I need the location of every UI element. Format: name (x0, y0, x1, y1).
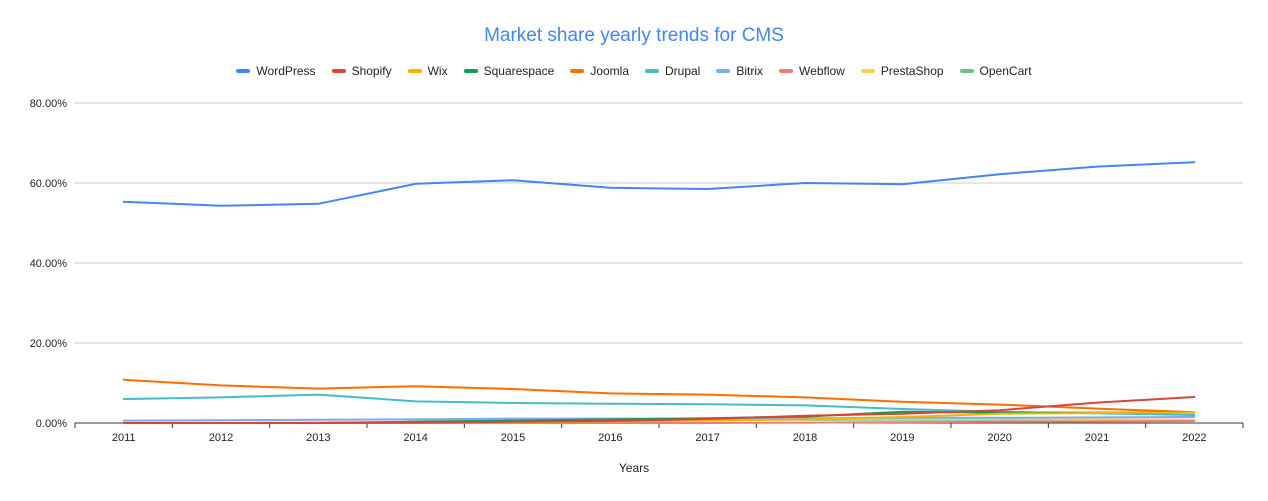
legend-swatch (236, 69, 251, 73)
chart-legend: WordPress Shopify Wix Squarespace Joomla Drup… (0, 64, 1268, 78)
legend-label: OpenCart (979, 64, 1032, 78)
x-tick-label: 2013 (306, 432, 330, 444)
legend-label: PrestaShop (880, 64, 944, 78)
series-line-wordpress (122, 161, 1196, 207)
x-tick-label: 2015 (501, 432, 525, 444)
legend-label: Bitrix (736, 64, 764, 78)
legend-swatch (331, 69, 346, 73)
legend-swatch (407, 69, 422, 73)
legend-item-opencart: OpenCart (959, 64, 1032, 78)
legend-item-webflow: Webflow (779, 64, 845, 78)
x-tick-label: 2014 (403, 432, 427, 444)
legend-swatch (779, 69, 794, 73)
legend-item-prestashop: PrestaShop (860, 64, 944, 78)
legend-label: Joomla (590, 64, 629, 78)
legend-label: Drupal (665, 64, 701, 78)
x-tick-label: 2012 (209, 432, 233, 444)
legend-swatch (716, 69, 731, 73)
legend-item-wix: Wix (407, 64, 448, 78)
legend-item-bitrix: Bitrix (716, 64, 763, 78)
y-tick-label: 20.00% (30, 338, 68, 350)
chart-title: Market share yearly trends for CMS (484, 25, 784, 46)
legend-swatch (570, 69, 585, 73)
legend-item-shopify: Shopify (331, 64, 392, 78)
legend-label: Squarespace (483, 64, 555, 78)
x-tick-label: 2011 (112, 432, 136, 444)
legend-item-wordpress: WordPress (236, 64, 316, 78)
y-tick-label: 60.00% (30, 178, 68, 190)
legend-swatch (645, 69, 659, 73)
x-tick-label: 2017 (695, 432, 719, 444)
legend-label: WordPress (256, 64, 316, 78)
x-tick-label: 2020 (987, 432, 1011, 444)
x-tick-label: 2016 (598, 432, 622, 444)
legend-item-squarespace: Squarespace (463, 64, 555, 78)
legend-label: Wix (427, 64, 448, 78)
legend-item-drupal: Drupal (645, 64, 700, 78)
series-line-shopify (122, 396, 1196, 424)
x-tick-label: 2018 (793, 432, 817, 444)
x-tick-label: 2019 (890, 432, 914, 444)
legend-swatch (463, 69, 478, 73)
x-tick-label: 2022 (1182, 432, 1206, 444)
y-tick-label: 40.00% (30, 258, 68, 270)
legend-label: Webflow (799, 64, 845, 78)
legend-item-joomla: Joomla (570, 64, 629, 78)
legend-swatch (959, 69, 974, 73)
legend-label: Shopify (351, 64, 392, 78)
series-line-joomla (122, 378, 1196, 414)
x-tick-label: 2021 (1085, 432, 1109, 444)
y-tick-label: 0.00% (36, 418, 67, 430)
y-tick-label: 80.00% (30, 98, 68, 110)
x-axis-label: Years (618, 461, 650, 475)
legend-swatch (860, 69, 875, 73)
